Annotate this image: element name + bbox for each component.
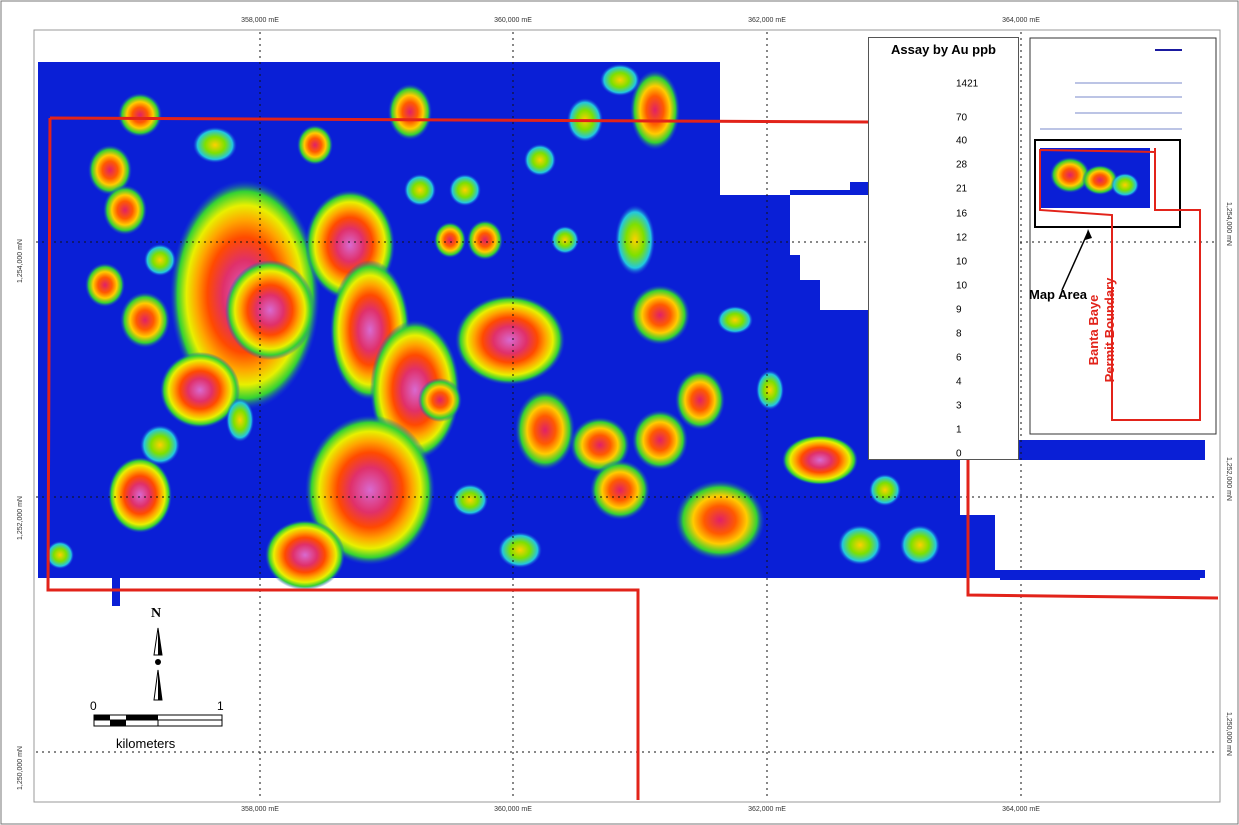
grid-label-bottom-358000: 358,000 mE (241, 806, 279, 813)
legend-value: 70 (956, 112, 968, 124)
north-label: N (151, 606, 162, 621)
legend-value: 16 (956, 208, 968, 220)
grid-label-bottom-362000: 362,000 mE (748, 806, 786, 813)
grid-label-top-364000: 364,000 mE (1002, 17, 1040, 24)
grid-label-top-360000: 360,000 mE (494, 17, 532, 24)
grid-label-top-358000: 358,000 mE (241, 17, 279, 24)
legend-title: Assay by Au ppb (891, 42, 996, 57)
grid-label-left-1254000: 1,254,000 mN (17, 239, 24, 283)
grid-label-top-362000: 362,000 mE (748, 17, 786, 24)
scale-start-label: 0 (90, 699, 97, 713)
legend-value: 12 (956, 232, 968, 244)
legend-value: 28 (956, 159, 968, 171)
coordinate-grid (36, 32, 1218, 800)
scale-bar (93, 714, 223, 727)
grid-label-bottom-364000: 364,000 mE (1002, 806, 1040, 813)
grid-label-right-1250000: 1,250,000 mN (1225, 712, 1232, 756)
legend-value: 21 (956, 183, 968, 195)
legend-value: 6 (956, 352, 962, 364)
legend-value: 1421 (956, 78, 979, 90)
legend-value: 10 (956, 280, 968, 292)
legend-value: 10 (956, 256, 968, 268)
legend-value: 40 (956, 135, 968, 147)
legend-value: 8 (956, 328, 962, 340)
map-area-label: Map Area (1029, 287, 1088, 302)
grid-label-right-1254000: 1,254,000 mN (1225, 202, 1232, 246)
north-arrow-icon (153, 627, 163, 701)
grid-label-right-1252000: 1,252,000 mN (1225, 457, 1232, 501)
permit-boundary-line (46, 116, 1219, 800)
grid-label-bottom-360000: 360,000 mE (494, 806, 532, 813)
legend-value: 4 (956, 376, 962, 388)
legend-value: 3 (956, 400, 962, 412)
inset-map (1029, 37, 1217, 435)
scale-end-label: 1 (217, 699, 224, 713)
legend-value: 0 (956, 448, 962, 460)
legend-value: 9 (956, 304, 962, 316)
legend-value: 1 (956, 424, 962, 436)
permit-boundary-label: Banta Baye Permit Boundary (1086, 277, 1117, 383)
scale-units-label: kilometers (116, 736, 176, 751)
gold-anomalies (46, 64, 940, 590)
grid-label-left-1252000: 1,252,000 mN (17, 496, 24, 540)
grid-label-left-1250000: 1,250,000 mN (17, 746, 24, 790)
legend-panel: Assay by Au ppb 1421 70 40 28 21 16 12 1… (868, 37, 1019, 460)
